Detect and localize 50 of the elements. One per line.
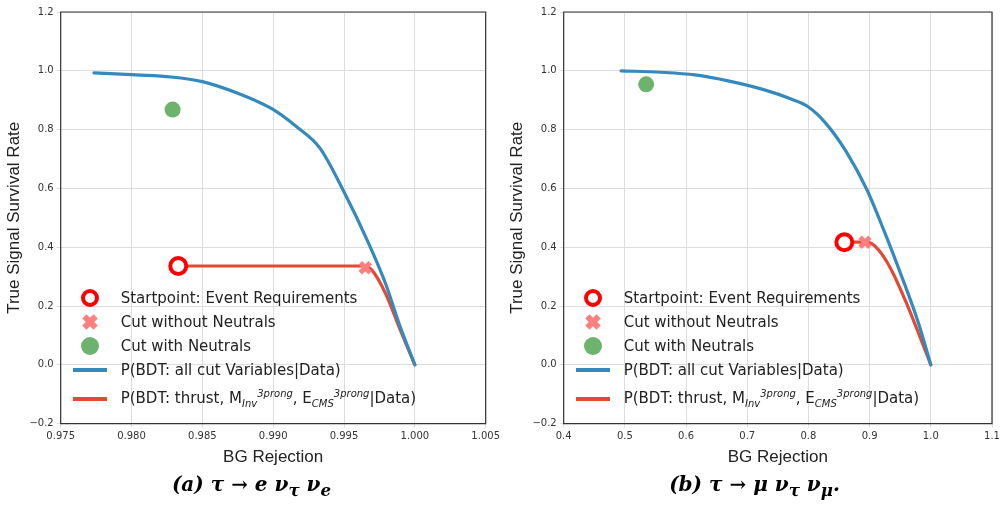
x-axis-title: BG Rejection: [223, 447, 324, 467]
legend-label: Cut with Neutrals: [623, 335, 755, 357]
legend-label: Cut without Neutrals: [120, 311, 276, 333]
x-tick-label: 0.4: [555, 430, 572, 442]
y-tick-label: 0.2: [37, 299, 54, 311]
x-tick-label: 0.7: [739, 430, 756, 442]
x-axis-title: BG Rejection: [727, 447, 828, 467]
legend-label: Startpoint: Event Requirements: [623, 287, 861, 309]
y-tick-label: 1.2: [540, 5, 557, 17]
legend-label: Startpoint: Event Requirements: [120, 287, 358, 309]
x-tick-label: 1.000: [400, 430, 430, 442]
legend-label: P(BDT: all cut Variables|Data): [623, 359, 844, 381]
y-tick-label: 0.4: [37, 240, 54, 252]
x-tick-label: 0.6: [678, 430, 695, 442]
x-tick-label: 1.005: [471, 430, 501, 442]
x-tick-label: 0.990: [258, 430, 288, 442]
x-tick-label: 1.0: [922, 430, 939, 442]
x-tick-label: 0.995: [329, 430, 359, 442]
x-tick-label: 0.5: [616, 430, 633, 442]
x-tick-label: 0.985: [188, 430, 217, 442]
point: [357, 260, 373, 276]
y-tick-label: −0.2: [29, 417, 54, 429]
x-tick-label: 0.8: [800, 430, 817, 442]
y-tick-label: 1.0: [540, 64, 557, 76]
x-tick-label: 0.975: [46, 430, 75, 442]
y-tick-label: 0.4: [540, 240, 557, 252]
text: (b) τ → μ ν$_{τ}$ ν$_{μ}$.: [668, 472, 841, 500]
y-tick-label: 1.2: [37, 5, 54, 17]
x-tick-label: 0.980: [117, 430, 146, 442]
y-axis-title: True Signal Survival Rate: [506, 121, 526, 314]
legend-label: P(BDT: all cut Variables|Data): [120, 359, 341, 381]
x-tick-label: 1.1: [984, 430, 1000, 442]
y-tick-label: 0.8: [37, 123, 54, 135]
legend-label: P(BDT: thrust, M$_{Inv}$$^{3prong}$, E$_{CMS}$$^{3prong}$|Data): [120, 386, 417, 411]
y-tick-label: 1.0: [37, 64, 54, 76]
y-tick-label: −0.2: [532, 417, 557, 429]
legend-label: P(BDT: thrust, M$_{Inv}$$^{3prong}$, E$_{CMS}$$^{3prong}$|Data): [623, 386, 920, 411]
y-tick-label: 0.2: [540, 299, 557, 311]
x-tick-label: 0.9: [861, 430, 878, 442]
y-tick-label: 0.0: [37, 358, 54, 370]
y-axis-title: True Signal Survival Rate: [3, 121, 23, 314]
text: (a) τ → e ν$_{τ}$ ν$_{e}$: [170, 472, 333, 500]
point: [164, 101, 181, 118]
y-tick-label: 0.0: [540, 358, 557, 370]
point: [168, 256, 189, 277]
legend-label: Cut without Neutrals: [623, 311, 779, 333]
legend-label: Cut with Neutrals: [120, 335, 252, 357]
y-tick-label: 0.8: [540, 123, 557, 135]
y-tick-label: 0.6: [540, 181, 557, 193]
y-tick-label: 0.6: [37, 181, 54, 193]
